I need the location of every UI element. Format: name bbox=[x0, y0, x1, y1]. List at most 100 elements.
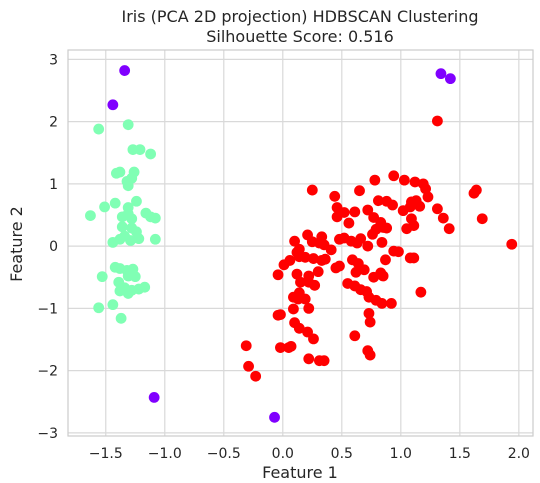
data-point bbox=[119, 65, 131, 76]
data-point bbox=[367, 228, 378, 240]
data-point bbox=[269, 411, 280, 423]
data-point bbox=[308, 333, 319, 345]
y-tick-label: 3 bbox=[49, 52, 58, 68]
data-point bbox=[343, 217, 355, 229]
data-point bbox=[115, 312, 127, 324]
data-point bbox=[93, 302, 105, 314]
y-tick-label: 2 bbox=[49, 115, 58, 131]
x-tick-label: −1.0 bbox=[148, 446, 182, 462]
data-point bbox=[470, 184, 482, 196]
data-point bbox=[385, 297, 397, 309]
data-point bbox=[299, 293, 311, 305]
data-point bbox=[283, 342, 295, 353]
data-point bbox=[303, 302, 315, 314]
data-point bbox=[444, 73, 456, 85]
data-point bbox=[376, 297, 388, 309]
data-point bbox=[334, 260, 345, 272]
data-point bbox=[354, 185, 365, 197]
data-point bbox=[309, 279, 321, 291]
data-point bbox=[422, 191, 434, 203]
data-point bbox=[506, 238, 518, 250]
data-point bbox=[107, 299, 119, 311]
x-tick-label: −0.5 bbox=[207, 446, 241, 462]
data-point bbox=[303, 353, 315, 365]
data-point bbox=[349, 330, 361, 342]
data-point bbox=[289, 235, 300, 247]
data-point bbox=[398, 174, 410, 186]
data-point bbox=[316, 231, 328, 243]
data-point bbox=[145, 148, 157, 160]
data-point bbox=[387, 199, 398, 211]
data-point bbox=[372, 195, 384, 207]
data-point bbox=[116, 221, 128, 233]
y-tick-label: 1 bbox=[49, 177, 58, 193]
data-point bbox=[96, 271, 108, 283]
data-point bbox=[302, 229, 313, 241]
data-point bbox=[377, 270, 389, 282]
data-point bbox=[288, 303, 299, 315]
data-point bbox=[293, 322, 305, 334]
x-tick-label: −1.5 bbox=[89, 446, 123, 462]
data-point bbox=[125, 235, 136, 246]
data-point bbox=[122, 180, 134, 192]
data-point bbox=[308, 253, 319, 264]
data-point bbox=[380, 254, 391, 266]
data-point bbox=[347, 254, 358, 266]
data-point bbox=[415, 286, 427, 298]
data-point bbox=[299, 251, 311, 263]
y-tick-label: −1 bbox=[37, 301, 58, 317]
data-point bbox=[126, 213, 138, 225]
data-point bbox=[381, 222, 393, 234]
data-point bbox=[376, 236, 388, 248]
data-point bbox=[388, 245, 400, 257]
y-tick-label: −2 bbox=[37, 364, 58, 380]
data-point bbox=[107, 99, 119, 111]
data-point bbox=[312, 266, 324, 278]
x-tick-label: 2.0 bbox=[508, 446, 530, 462]
data-points bbox=[85, 65, 518, 423]
y-tick-label: −3 bbox=[37, 426, 58, 442]
data-point bbox=[149, 233, 161, 245]
data-point bbox=[243, 360, 254, 372]
data-point bbox=[134, 144, 146, 156]
data-point bbox=[85, 210, 96, 222]
y-axis-label: Feature 2 bbox=[7, 206, 26, 282]
y-tick-label: 0 bbox=[49, 239, 58, 255]
data-point bbox=[149, 212, 161, 224]
data-point bbox=[110, 167, 122, 179]
data-point bbox=[318, 355, 330, 367]
y-tick-labels: −3 −2 −1 0 1 2 3 bbox=[37, 52, 58, 442]
data-point bbox=[355, 233, 367, 245]
data-point bbox=[272, 269, 284, 281]
data-point bbox=[369, 174, 381, 186]
data-point bbox=[131, 195, 142, 207]
data-point bbox=[409, 176, 421, 188]
data-point bbox=[437, 212, 449, 224]
data-point bbox=[404, 201, 416, 213]
data-point bbox=[401, 223, 413, 235]
data-point bbox=[306, 184, 318, 196]
data-point bbox=[362, 240, 374, 252]
data-point bbox=[109, 197, 121, 209]
x-tick-labels: −1.5 −1.0 −0.5 0.0 0.5 1.0 1.5 2.0 bbox=[89, 446, 530, 462]
x-tick-label: 0.5 bbox=[331, 446, 353, 462]
x-tick-label: 0.0 bbox=[272, 446, 294, 462]
data-point bbox=[334, 233, 345, 245]
data-point bbox=[432, 203, 443, 215]
data-point bbox=[408, 252, 420, 264]
data-point bbox=[114, 285, 126, 297]
data-point bbox=[329, 190, 341, 202]
data-point bbox=[443, 223, 455, 235]
data-point bbox=[420, 183, 432, 195]
data-point bbox=[363, 307, 375, 319]
data-point bbox=[319, 253, 331, 265]
data-point bbox=[350, 266, 362, 278]
data-point bbox=[338, 207, 350, 218]
data-point bbox=[129, 271, 141, 283]
data-point bbox=[476, 213, 488, 225]
data-point bbox=[275, 342, 286, 353]
data-point bbox=[349, 206, 361, 218]
chart-subtitle: Silhouette Score: 0.516 bbox=[206, 27, 394, 46]
chart-title: Iris (PCA 2D projection) HDBSCAN Cluster… bbox=[122, 7, 479, 26]
